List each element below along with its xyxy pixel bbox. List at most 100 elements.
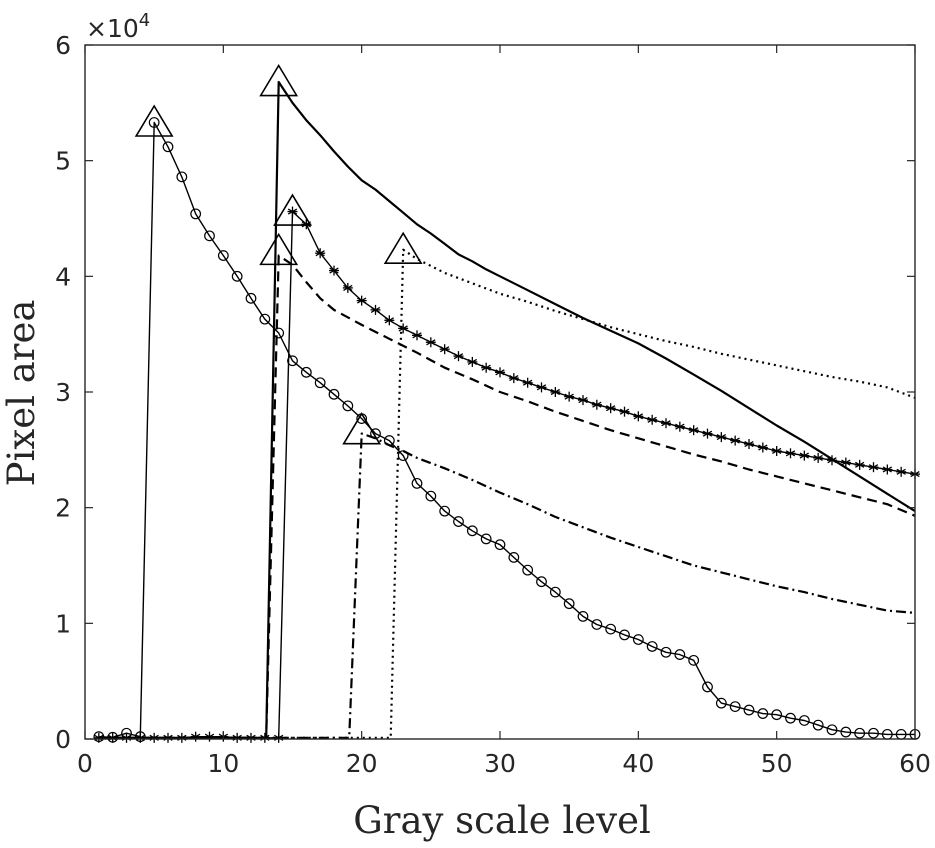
series-layer: [98, 80, 916, 739]
data-point-star: [633, 411, 644, 422]
peak-layer: [134, 63, 423, 445]
data-point-star: [398, 323, 409, 334]
y-tick-label: 5: [55, 147, 71, 176]
data-point-circle: [494, 539, 506, 551]
data-point-circle: [342, 400, 354, 412]
y-tick-label: 3: [55, 378, 71, 407]
data-point-circle: [563, 598, 575, 610]
data-point-star: [813, 452, 824, 463]
y-axis-title: Pixel area: [0, 300, 43, 487]
data-point-circle: [715, 697, 727, 709]
peak-triangle-marker: [134, 104, 174, 137]
data-point-circle: [411, 477, 423, 489]
data-point-circle: [743, 704, 755, 716]
data-point-star: [439, 344, 450, 355]
data-point-circle: [190, 208, 202, 220]
data-point-circle: [425, 490, 437, 502]
data-point-star: [342, 282, 353, 293]
data-point-circle: [300, 366, 312, 378]
data-point-star: [827, 455, 837, 466]
data-point-star: [578, 395, 588, 406]
data-point-circle: [868, 727, 879, 739]
data-point-star: [840, 457, 851, 468]
data-point-circle: [605, 623, 617, 635]
data-point-circle: [453, 516, 464, 527]
data-point-circle: [328, 388, 340, 400]
data-point-star: [273, 732, 284, 743]
data-point-star: [204, 731, 215, 742]
data-point-circle: [383, 435, 395, 446]
y-tick-label: 6: [55, 31, 71, 60]
data-point-star: [467, 356, 478, 367]
data-point-circle: [674, 649, 686, 660]
x-axis-title: Gray scale level: [353, 799, 651, 842]
data-point-star: [785, 448, 796, 459]
data-point-circle: [660, 646, 672, 658]
y-tick-label: 0: [55, 725, 71, 754]
data-point-star: [495, 367, 505, 378]
x-tick-label: 20: [346, 749, 378, 778]
data-point-circle: [480, 533, 492, 545]
data-point-circle: [287, 355, 298, 367]
data-point-star: [356, 295, 367, 306]
y-tick-label: 2: [55, 494, 71, 523]
data-point-circle: [854, 727, 866, 739]
data-point-star: [882, 464, 893, 475]
data-point-star: [605, 403, 616, 414]
data-point-circle: [812, 719, 824, 731]
data-point-star: [135, 732, 146, 743]
data-point-circle: [536, 576, 547, 588]
data-point-star: [259, 732, 270, 743]
data-point-circle: [314, 377, 326, 389]
data-point-circle: [148, 117, 160, 128]
data-point-star: [744, 439, 754, 450]
data-point-star: [757, 442, 768, 453]
series-line-solid: [98, 121, 915, 738]
data-point-circle: [231, 270, 243, 282]
data-point-circle: [162, 141, 174, 153]
data-point-star: [702, 428, 713, 439]
data-point-circle: [549, 586, 561, 598]
data-point-circle: [273, 327, 285, 339]
data-point-star: [896, 466, 907, 477]
data-point-star: [315, 248, 326, 259]
data-point-circle: [632, 634, 644, 645]
data-point-circle: [508, 552, 520, 563]
data-point-circle: [259, 313, 271, 325]
y-exponent-power: 4: [139, 10, 150, 31]
series-line-dashed: [98, 254, 916, 739]
data-point-star: [799, 450, 810, 461]
data-point-circle: [729, 701, 741, 713]
data-point-star: [232, 732, 243, 743]
plot-area: [84, 44, 921, 743]
data-point-circle: [619, 629, 630, 641]
y-tick-label: 1: [55, 609, 71, 638]
data-point-circle: [646, 641, 658, 652]
data-point-circle: [397, 450, 409, 462]
series-line-dotted: [98, 248, 916, 739]
data-point-star: [688, 425, 699, 436]
peak-triangle-marker: [383, 231, 423, 265]
marker-layer: [93, 117, 921, 743]
data-point-star: [716, 432, 727, 443]
x-tick-label: 30: [484, 749, 516, 778]
y-exponent-label: ×104: [86, 10, 150, 43]
data-point-circle: [439, 505, 451, 517]
series-line-solid-thin: [98, 210, 916, 739]
data-point-star: [190, 731, 201, 742]
data-point-star: [522, 377, 533, 388]
data-point-circle: [840, 726, 852, 738]
data-point-circle: [591, 619, 603, 630]
data-point-star: [647, 414, 658, 425]
data-point-star: [674, 421, 685, 432]
data-point-circle: [702, 681, 713, 693]
data-point-circle: [370, 428, 381, 440]
y-axis-ticks: 0 1 2 3 4 5 6: [55, 31, 915, 754]
data-point-star: [550, 387, 561, 397]
data-point-star: [287, 206, 298, 217]
data-point-circle: [466, 525, 478, 537]
data-point-circle: [176, 171, 188, 183]
data-point-circle: [771, 709, 783, 721]
y-tick-label: 4: [55, 262, 71, 291]
